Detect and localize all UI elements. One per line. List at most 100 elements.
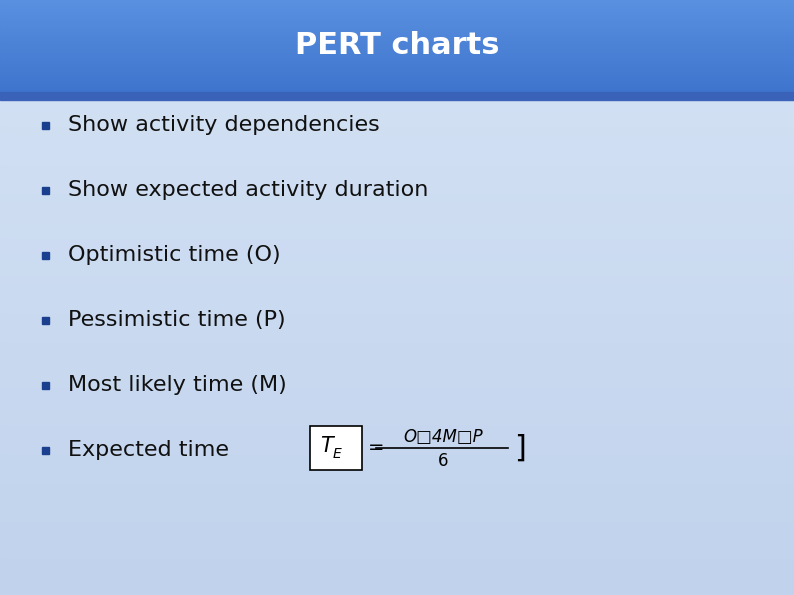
Bar — [0, 73, 794, 82]
Bar — [0, 475, 794, 483]
Bar — [0, 534, 794, 543]
Bar — [0, 10, 794, 12]
Bar — [0, 79, 794, 82]
Bar — [0, 77, 794, 80]
Bar — [0, 46, 794, 49]
Bar — [0, 51, 794, 60]
Bar — [0, 51, 794, 54]
Bar — [0, 16, 794, 18]
Bar — [0, 564, 794, 572]
Bar — [0, 400, 794, 409]
Bar — [0, 557, 794, 565]
Bar — [0, 64, 794, 66]
Bar — [0, 36, 794, 38]
Bar — [0, 408, 794, 416]
Bar — [0, 66, 794, 74]
Bar — [0, 68, 794, 71]
Bar — [0, 35, 794, 37]
Bar — [0, 24, 794, 26]
Bar — [0, 296, 794, 305]
Bar — [0, 289, 794, 298]
Bar — [0, 70, 794, 72]
Bar — [0, 185, 794, 193]
Bar — [0, 45, 794, 48]
Bar — [0, 177, 794, 186]
Bar — [0, 103, 794, 112]
Bar — [0, 460, 794, 469]
Bar — [0, 155, 794, 164]
Bar — [41, 381, 48, 389]
Bar — [0, 48, 794, 51]
Bar — [0, 2, 794, 5]
Bar — [0, 505, 794, 513]
Bar — [0, 83, 794, 86]
Bar — [0, 14, 794, 22]
Bar — [0, 54, 794, 57]
Bar — [0, 65, 794, 67]
Bar — [0, 572, 794, 580]
Bar — [0, 62, 794, 64]
Bar — [0, 378, 794, 387]
Bar — [0, 7, 794, 9]
Bar — [0, 118, 794, 126]
Bar — [0, 57, 794, 60]
Bar — [0, 140, 794, 149]
Bar — [0, 25, 794, 27]
Text: PERT charts: PERT charts — [295, 32, 499, 61]
Bar — [0, 40, 794, 43]
Bar — [0, 371, 794, 380]
Bar — [0, 304, 794, 312]
Bar — [41, 121, 48, 129]
Bar — [0, 80, 794, 83]
Bar — [0, 59, 794, 61]
Bar — [0, 88, 794, 96]
Bar — [0, 92, 794, 100]
Bar — [0, 341, 794, 349]
Bar — [0, 76, 794, 78]
Bar — [0, 71, 794, 74]
Bar — [0, 334, 794, 342]
Bar — [0, 192, 794, 201]
FancyBboxPatch shape — [310, 426, 362, 470]
Bar — [0, 73, 794, 75]
Bar — [0, 423, 794, 431]
Bar — [0, 207, 794, 215]
Bar — [0, 453, 794, 461]
Bar — [0, 37, 794, 40]
Text: Show expected activity duration: Show expected activity duration — [68, 180, 429, 200]
Bar — [0, 162, 794, 171]
Bar — [0, 222, 794, 230]
Bar — [0, 21, 794, 30]
Bar — [0, 133, 794, 141]
Bar — [0, 49, 794, 52]
Bar — [0, 512, 794, 521]
Bar — [0, 364, 794, 372]
Bar — [0, 579, 794, 588]
Bar — [0, 28, 794, 31]
Bar — [0, 39, 794, 42]
Bar — [0, 56, 794, 58]
Bar — [41, 446, 48, 453]
Bar — [0, 148, 794, 156]
Bar — [0, 17, 794, 20]
Bar — [0, 468, 794, 476]
Bar — [0, 60, 794, 63]
Bar — [0, 230, 794, 238]
Bar — [0, 20, 794, 23]
Bar — [0, 111, 794, 119]
Bar — [0, 445, 794, 453]
Bar — [0, 86, 794, 89]
Bar — [0, 215, 794, 223]
Bar — [0, 356, 794, 364]
Bar — [0, 267, 794, 275]
Bar — [0, 200, 794, 208]
Bar — [0, 483, 794, 491]
Bar — [0, 22, 794, 24]
Bar — [0, 11, 794, 14]
Bar — [0, 274, 794, 283]
Bar — [0, 438, 794, 446]
Bar — [0, 319, 794, 327]
Bar — [0, 29, 794, 37]
Bar — [0, 393, 794, 402]
Bar — [0, 53, 794, 55]
